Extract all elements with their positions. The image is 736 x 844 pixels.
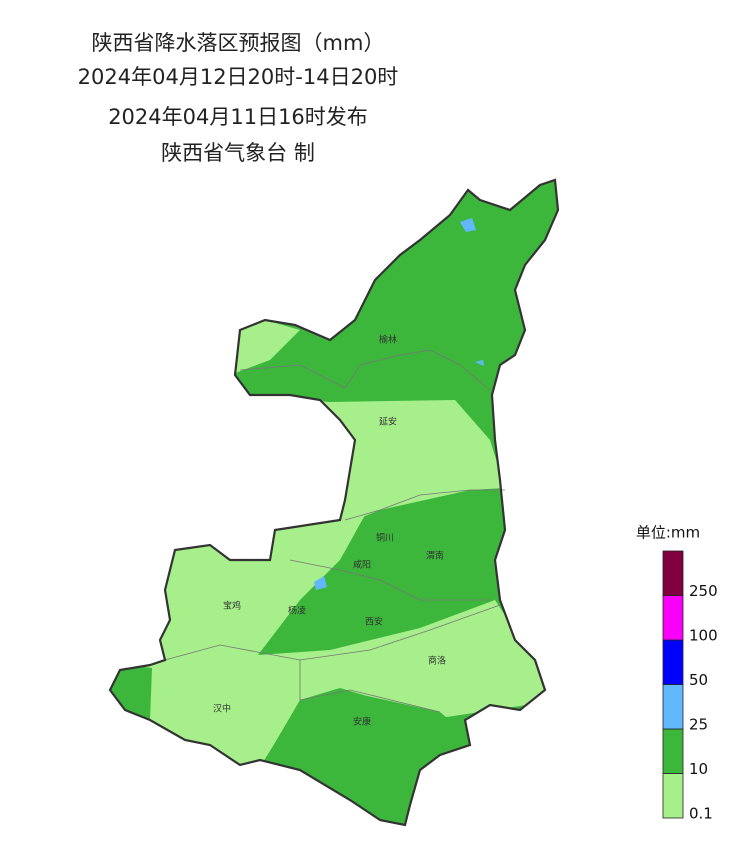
city-label: 汉中 bbox=[213, 703, 231, 715]
title: 陕西省降水落区预报图（mm） bbox=[92, 31, 385, 55]
legend-swatch bbox=[662, 550, 684, 596]
legend-swatch bbox=[662, 728, 684, 774]
legend-label: 25 bbox=[689, 716, 708, 734]
legend-swatch bbox=[662, 595, 684, 641]
city-label: 安康 bbox=[353, 716, 371, 728]
boundaries bbox=[164, 349, 505, 713]
legend: 单位:mm 0.1 10 25 50 100 250 bbox=[636, 524, 718, 823]
legend-label: 100 bbox=[689, 627, 718, 645]
city-label: 渭南 bbox=[426, 550, 444, 562]
legend-label: 0.1 bbox=[689, 805, 713, 823]
city-label: 榆林 bbox=[379, 334, 397, 346]
legend-swatch bbox=[662, 684, 684, 730]
period: 2024年04月12日20时-14日20时 bbox=[78, 65, 399, 89]
zone-green bbox=[110, 660, 152, 720]
legend-label: 250 bbox=[689, 582, 718, 600]
city-label: 杨凌 bbox=[288, 605, 306, 617]
city-label: 商洛 bbox=[428, 655, 446, 667]
legend-label: 10 bbox=[689, 760, 708, 778]
city-label: 咸阳 bbox=[353, 559, 371, 571]
city-label: 延安 bbox=[379, 416, 397, 428]
legend-title: 单位:mm bbox=[636, 524, 700, 542]
rain-areas bbox=[110, 180, 558, 825]
city-label: 西安 bbox=[365, 616, 383, 628]
issued: 2024年04月11日16时发布 bbox=[108, 105, 368, 129]
city-label: 铜川 bbox=[376, 532, 394, 544]
city-label: 宝鸡 bbox=[223, 600, 241, 612]
legend-swatch bbox=[662, 639, 684, 685]
maker: 陕西省气象台 制 bbox=[161, 141, 315, 165]
zone-light bbox=[110, 515, 558, 765]
legend-label: 50 bbox=[689, 671, 708, 689]
legend-swatch bbox=[662, 773, 684, 819]
